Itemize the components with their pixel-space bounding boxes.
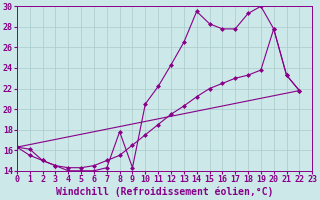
X-axis label: Windchill (Refroidissement éolien,°C): Windchill (Refroidissement éolien,°C) bbox=[56, 187, 273, 197]
